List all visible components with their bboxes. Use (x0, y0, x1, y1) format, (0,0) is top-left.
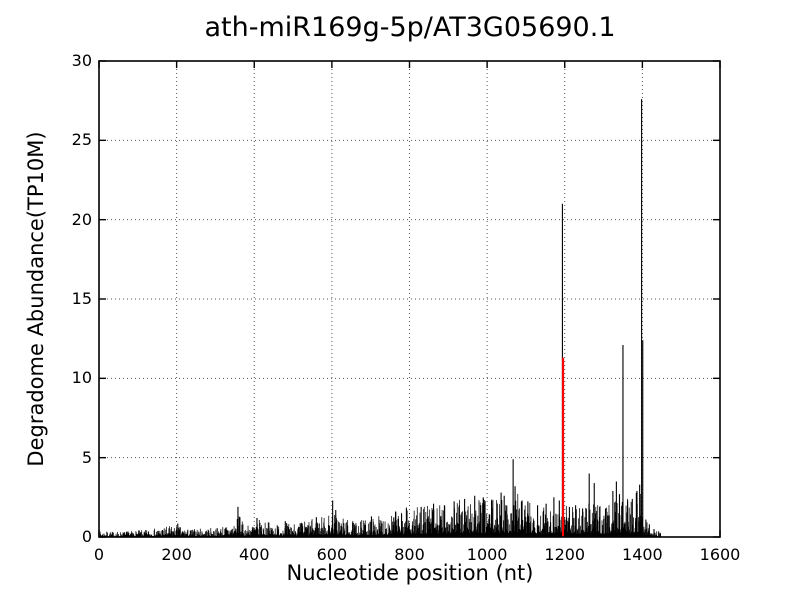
degradome-peak-bars (177, 99, 660, 537)
y-tick-label: 10 (71, 368, 92, 388)
y-tick-label: 15 (71, 289, 92, 308)
y-tick-label: 20 (71, 209, 92, 229)
x-tick-label: 800 (394, 545, 425, 564)
degradome-noise-bars (99, 492, 661, 537)
x-tick-label: 200 (161, 545, 192, 564)
x-axis-label: Nucleotide position (nt) (286, 561, 534, 585)
x-tick-label: 600 (316, 545, 348, 564)
y-tick-label: 30 (71, 51, 92, 70)
x-tick-label: 1000 (466, 545, 508, 564)
y-tick-label: 25 (71, 130, 92, 150)
x-tick-label: 1600 (699, 545, 741, 564)
y-tick-label: 5 (81, 447, 92, 467)
chart-title: ath-miR169g-5p/AT3G05690.1 (204, 12, 616, 43)
x-tick-label: 1200 (544, 545, 586, 564)
x-tick-label: 0 (93, 545, 105, 564)
x-tick-label: 400 (238, 545, 270, 564)
y-tick-label: 0 (81, 527, 92, 546)
x-tick-label: 1400 (622, 545, 663, 564)
